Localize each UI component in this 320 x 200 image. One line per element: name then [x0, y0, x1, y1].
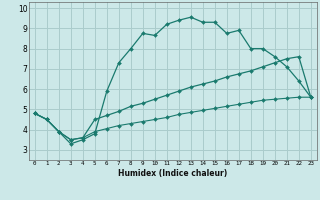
X-axis label: Humidex (Indice chaleur): Humidex (Indice chaleur) — [118, 169, 228, 178]
